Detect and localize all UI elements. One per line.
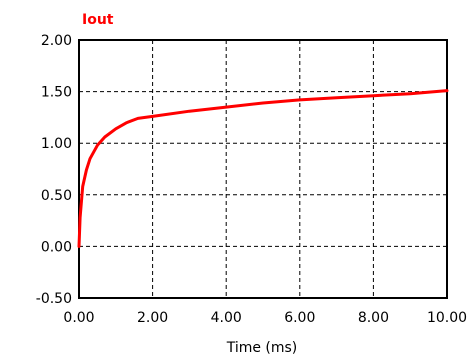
y-tick-label: 0.00 (41, 239, 72, 255)
x-tick-label: 8.00 (358, 310, 389, 326)
tick-labels: 0.00 2.00 4.00 6.00 8.00 10.00 -0.50 0.00 0.50 1.… (36, 33, 467, 326)
x-tick-label: 2.00 (137, 310, 168, 326)
grid-lines (79, 40, 447, 298)
series-label-iout: Iout (82, 12, 114, 28)
x-tick-label: 6.00 (284, 310, 315, 326)
x-tick-label: 0.00 (63, 310, 94, 326)
x-tick-label: 10.00 (427, 310, 467, 326)
y-tick-label: 1.00 (41, 136, 72, 152)
series-line-iout (77, 89, 449, 248)
x-axis-title: Time (ms) (226, 340, 298, 356)
y-tick-label: 2.00 (41, 33, 72, 49)
y-tick-label: 1.50 (41, 85, 72, 101)
plot-frame (78, 39, 448, 299)
y-tick-label: -0.50 (36, 291, 72, 307)
y-tick-label: 0.50 (41, 188, 72, 204)
x-tick-label: 4.00 (211, 310, 242, 326)
